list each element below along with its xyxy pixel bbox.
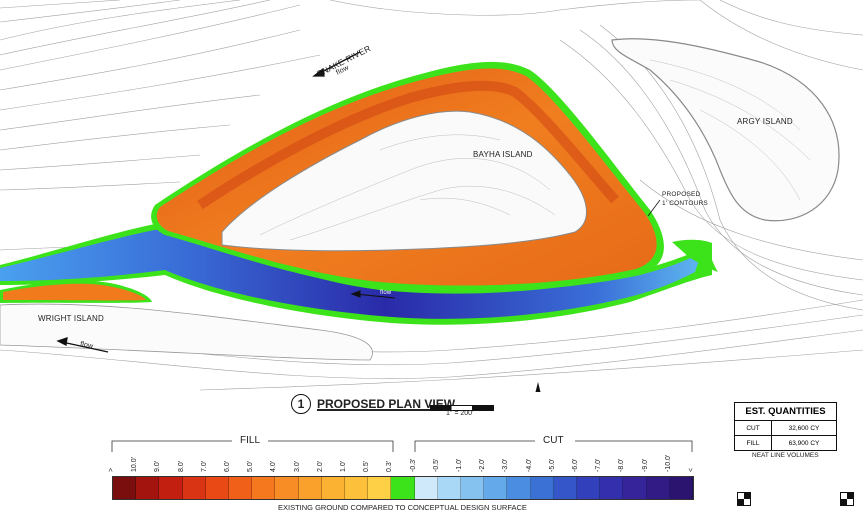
legend-tick-label: -0.5': [432, 458, 440, 472]
legend-swatch: [600, 477, 624, 499]
legend-tick-label: -8.0': [618, 458, 626, 472]
outlet-tip: [672, 239, 718, 272]
legend-fill-label: FILL: [240, 435, 261, 446]
legend-tick-label: -4.0': [525, 458, 533, 472]
legend-swatch: [159, 477, 183, 499]
legend-tick-label: -2.0': [479, 458, 487, 472]
legend-tick-label: -5.0': [548, 458, 556, 472]
legend-swatch: [229, 477, 253, 499]
quantities-note: NEAT LINE VOLUMES: [752, 452, 819, 459]
plan-view-scale: 1" = 200': [446, 410, 474, 417]
proposed-contours-label-2: 1' CONTOURS: [662, 200, 708, 207]
legend-swatch: [321, 477, 346, 499]
legend-tick-label: <: [688, 467, 695, 472]
argy-island: [611, 38, 840, 222]
flow-arrow-channel: [350, 290, 396, 299]
bayha-island: [221, 110, 587, 252]
legend-swatch: [553, 477, 578, 499]
flow-arrow-top: [312, 51, 361, 77]
table-row: CUT 32,600 CY: [735, 421, 836, 436]
legend-swatch: [461, 477, 485, 499]
legend-swatch: [646, 477, 670, 499]
flow-label-channel: flow: [380, 290, 392, 296]
corner-mark-icon: [840, 492, 854, 506]
legend-tick-label: -10.0': [664, 454, 672, 472]
legend-swatch: [113, 477, 137, 499]
legend-swatch: [205, 477, 230, 499]
proposed-contours-label-1: PROPOSED: [662, 191, 701, 198]
legend-tick-label: 10.0': [131, 457, 139, 472]
legend-swatch: [345, 477, 369, 499]
legend-tick-label: -3.0': [502, 458, 510, 472]
corner-mark-icon: [737, 492, 751, 506]
legend-tick-label: -0.3': [409, 458, 417, 472]
legend-swatch: [368, 477, 392, 499]
legend-swatch: [530, 477, 554, 499]
legend-tick-label: 2.0': [316, 460, 324, 472]
legend-tick-label: 8.0': [177, 460, 185, 472]
plan-map: [0, 0, 863, 392]
wright-fill-inner: [3, 283, 146, 301]
scale-bar: [430, 405, 494, 411]
legend-tick-label: -7.0': [595, 458, 603, 472]
legend-swatch: [182, 477, 206, 499]
plan-view-number: 1: [291, 394, 311, 414]
legend-swatch: [484, 477, 508, 499]
legend-caption: EXISTING GROUND COMPARED TO CONCEPTUAL D…: [278, 503, 527, 512]
legend-swatch: [391, 477, 415, 499]
legend-tick-label: 6.0': [224, 460, 231, 472]
contour-callout-leader: [647, 199, 661, 217]
argy-island-label: ARGY ISLAND: [737, 117, 793, 126]
flow-arrow-bottom: [56, 337, 109, 353]
legend-swatch: [275, 477, 299, 499]
legend-tick-label: -1.0': [456, 458, 463, 472]
quantity-value-fill: 63,900 CY: [788, 439, 820, 447]
bayha-island-label: BAYHA ISLAND: [473, 150, 533, 159]
plan-view-title-block: 1 PROPOSED PLAN VIEW: [291, 394, 455, 414]
quantity-value-cut: 32,600 CY: [788, 424, 820, 432]
legend-swatch: [577, 477, 601, 499]
legend-swatch: [669, 477, 694, 499]
table-row: FILL 63,900 CY: [735, 436, 836, 450]
legend-tick-label: 0.3': [386, 460, 394, 472]
quantities-table: EST. QUANTITIES CUT 32,600 CY FILL 63,90…: [734, 402, 837, 451]
wright-island-label: WRIGHT ISLAND: [38, 314, 105, 323]
wright-island: [0, 303, 373, 361]
legend-tick-label: -9.0': [641, 458, 649, 472]
plan-view-title: PROPOSED PLAN VIEW: [317, 397, 456, 411]
legend-tick-label: 9.0': [154, 460, 162, 472]
legend-tick-label: >: [108, 467, 115, 472]
legend-tick-label: 5.0': [247, 460, 255, 472]
legend-swatch: [507, 477, 531, 499]
legend-swatch: [298, 477, 322, 499]
north-arrow-icon: [535, 382, 541, 392]
legend-swatch: [414, 477, 438, 499]
legend-tick-label: 4.0': [270, 460, 278, 472]
legend-tick-label: 3.0': [293, 460, 301, 472]
legend-cut-label: CUT: [543, 435, 564, 446]
legend-tick-label: 7.0': [200, 460, 208, 472]
legend-tick-label: 0.5': [363, 460, 371, 472]
legend-swatch: [437, 477, 462, 499]
legend-tick-label: 1.0': [340, 460, 347, 472]
legend-swatch: [136, 477, 160, 499]
legend-swatch: [623, 477, 647, 499]
quantity-label-fill: FILL: [735, 436, 772, 450]
legend-color-bar: [112, 476, 694, 500]
fill-ring-deep: [197, 80, 619, 210]
quantity-label-cut: CUT: [735, 421, 772, 435]
legend-swatch: [252, 477, 276, 499]
legend-tick-label: -6.0': [572, 458, 579, 472]
cut-channel: [0, 228, 702, 319]
quantities-title: EST. QUANTITIES: [735, 403, 836, 421]
